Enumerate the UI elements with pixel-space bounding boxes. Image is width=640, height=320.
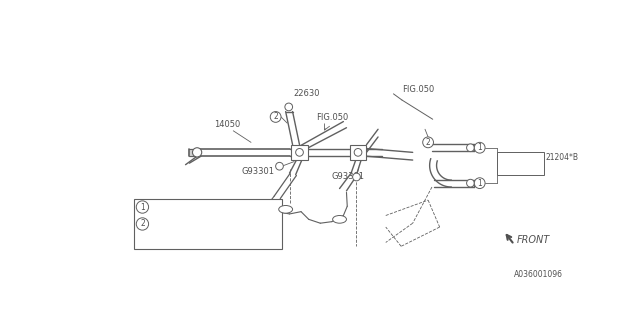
Text: (     -'02MY0205): ( -'02MY0205) — [189, 221, 246, 227]
Circle shape — [353, 173, 360, 181]
Text: A20682: A20682 — [153, 220, 182, 228]
Text: J10622: J10622 — [153, 236, 179, 245]
Text: ('03MY0204-    ): ('03MY0204- ) — [189, 238, 244, 244]
Circle shape — [270, 112, 281, 122]
Text: 2: 2 — [140, 220, 145, 228]
Text: FRONT: FRONT — [516, 235, 550, 245]
Text: G93301: G93301 — [242, 167, 275, 176]
Text: FIG.050: FIG.050 — [402, 85, 434, 94]
Text: A036001096: A036001096 — [514, 270, 563, 279]
Text: 2: 2 — [273, 112, 278, 121]
Circle shape — [296, 148, 303, 156]
Bar — [291, 145, 308, 160]
Text: G93301: G93301 — [332, 172, 365, 180]
Text: 2: 2 — [426, 138, 431, 147]
Circle shape — [276, 162, 284, 170]
Circle shape — [136, 218, 148, 230]
Circle shape — [285, 103, 292, 111]
Circle shape — [474, 142, 485, 153]
Text: H607191: H607191 — [498, 154, 533, 163]
Text: 09235*A: 09235*A — [153, 203, 187, 212]
Text: 1: 1 — [140, 203, 145, 212]
Text: <251>: <251> — [498, 165, 525, 174]
Text: 21204*B: 21204*B — [546, 153, 579, 162]
Ellipse shape — [279, 205, 292, 213]
Bar — [497, 152, 543, 175]
Circle shape — [467, 179, 474, 187]
Ellipse shape — [333, 215, 346, 223]
Circle shape — [474, 178, 485, 188]
Text: 1: 1 — [477, 143, 482, 152]
Text: 22630: 22630 — [293, 90, 320, 99]
Text: 1: 1 — [477, 179, 482, 188]
Text: FIG.050: FIG.050 — [316, 113, 349, 122]
Circle shape — [354, 148, 362, 156]
Ellipse shape — [193, 148, 202, 157]
Bar — [349, 145, 367, 160]
Text: 14050: 14050 — [214, 120, 240, 129]
Bar — [134, 198, 282, 249]
Circle shape — [422, 137, 433, 148]
Circle shape — [467, 144, 474, 152]
Circle shape — [136, 201, 148, 213]
